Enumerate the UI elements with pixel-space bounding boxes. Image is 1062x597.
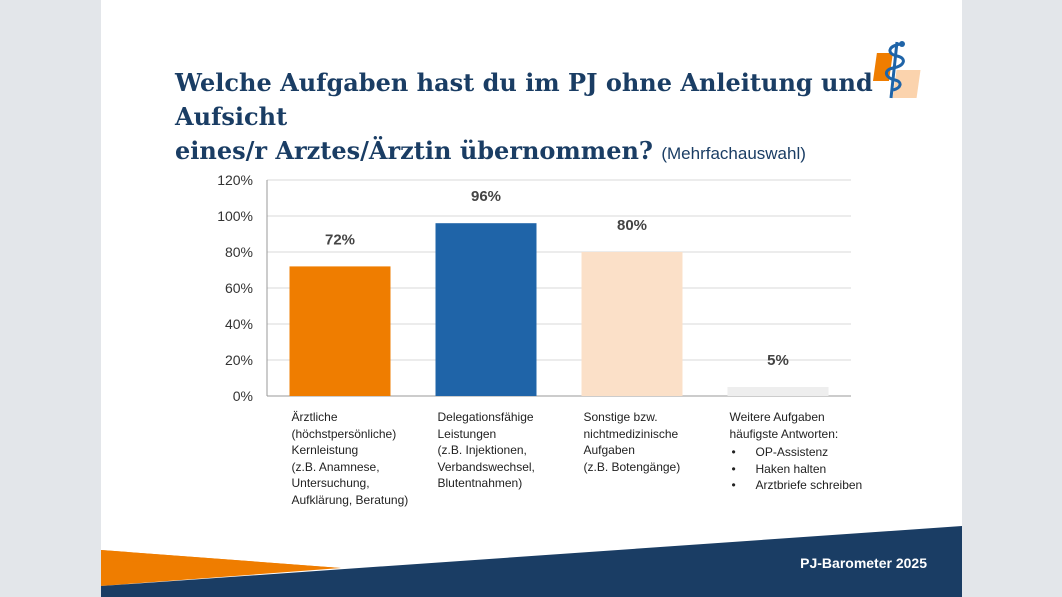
category-label: Ärztliche (höchstpersönliche) Kernleistung…	[292, 409, 442, 508]
category-label-line: nichtmedizinische	[583, 426, 679, 441]
category-label: Weitere Aufgaben häufigste Antworten: OP-A…	[730, 409, 880, 494]
title-line-2-text: eines/r Arztes/Ärztin übernommen?	[175, 136, 653, 165]
chart-subtitle: (Mehrfachauswahl)	[661, 144, 806, 163]
title-line-1: Welche Aufgaben hast du im PJ ohne Anlei…	[175, 68, 873, 131]
category-label-line: Aufgaben	[583, 443, 635, 457]
y-tick-label: 0%	[233, 388, 253, 404]
slide: Welche Aufgaben hast du im PJ ohne Anlei…	[101, 0, 962, 597]
bar	[727, 387, 829, 396]
bar	[435, 223, 537, 396]
category-bullets: OP-AssistenzHaken haltenArztbriefe schre…	[730, 444, 880, 494]
category-label-line: Untersuchung,	[291, 476, 370, 490]
chart-title: Welche Aufgaben hast du im PJ ohne Anlei…	[175, 66, 875, 171]
footer-label: PJ-Barometer 2025	[800, 555, 927, 571]
data-label: 96%	[471, 188, 501, 205]
category-label-line: Delegationsfähige	[437, 410, 534, 424]
bar-chart: 0% 20% 40% 60% 80% 100% 120% 72% 96% 80% 5%	[217, 172, 851, 404]
bar	[581, 252, 683, 396]
caduceus-logo	[873, 41, 921, 99]
category-bullet: OP-Assistenz	[730, 444, 880, 461]
category-label-line: Leistungen	[437, 426, 497, 441]
y-tick-label: 60%	[225, 280, 253, 296]
category-label-line: Verbandswechsel,	[437, 459, 535, 474]
category-label-line: (höchstpersönliche)	[291, 426, 397, 441]
data-label: 72%	[325, 231, 355, 248]
category-bullet: Haken halten	[730, 461, 880, 478]
title-line-2: eines/r Arztes/Ärztin übernommen? (Mehrf…	[175, 134, 875, 171]
category-label-line: Blutentnahmen)	[437, 476, 523, 490]
data-label: 80%	[617, 217, 647, 234]
category-bullet: Arztbriefe schreiben	[730, 477, 880, 494]
y-tick-label: 20%	[225, 352, 253, 368]
data-label: 5%	[767, 352, 789, 369]
y-tick-label: 80%	[225, 244, 253, 260]
category-label-line: (z.B. Anamnese,	[291, 459, 380, 474]
y-tick-label: 40%	[225, 316, 253, 332]
y-tick-label: 120%	[217, 172, 253, 188]
category-label-line: häufigste Antworten:	[729, 426, 839, 441]
category-label-line: (z.B. Botengänge)	[583, 459, 681, 474]
category-label-line: Kernleistung	[291, 443, 359, 457]
bar	[289, 266, 391, 396]
category-label-line: Aufklärung, Beratung)	[291, 492, 409, 507]
category-label: Delegationsfähige Leistungen (z.B. Injekti…	[438, 409, 588, 492]
category-label-line: (z.B. Injektionen,	[437, 443, 527, 457]
category-label-line: Sonstige bzw.	[583, 410, 658, 424]
footer-band	[101, 526, 962, 597]
y-tick-label: 100%	[217, 208, 253, 224]
category-label-line: Weitere Aufgaben	[729, 410, 825, 424]
category-label: Sonstige bzw. nichtmedizinische Aufgaben (z…	[584, 409, 734, 475]
category-label-line: Ärztliche	[291, 410, 338, 424]
